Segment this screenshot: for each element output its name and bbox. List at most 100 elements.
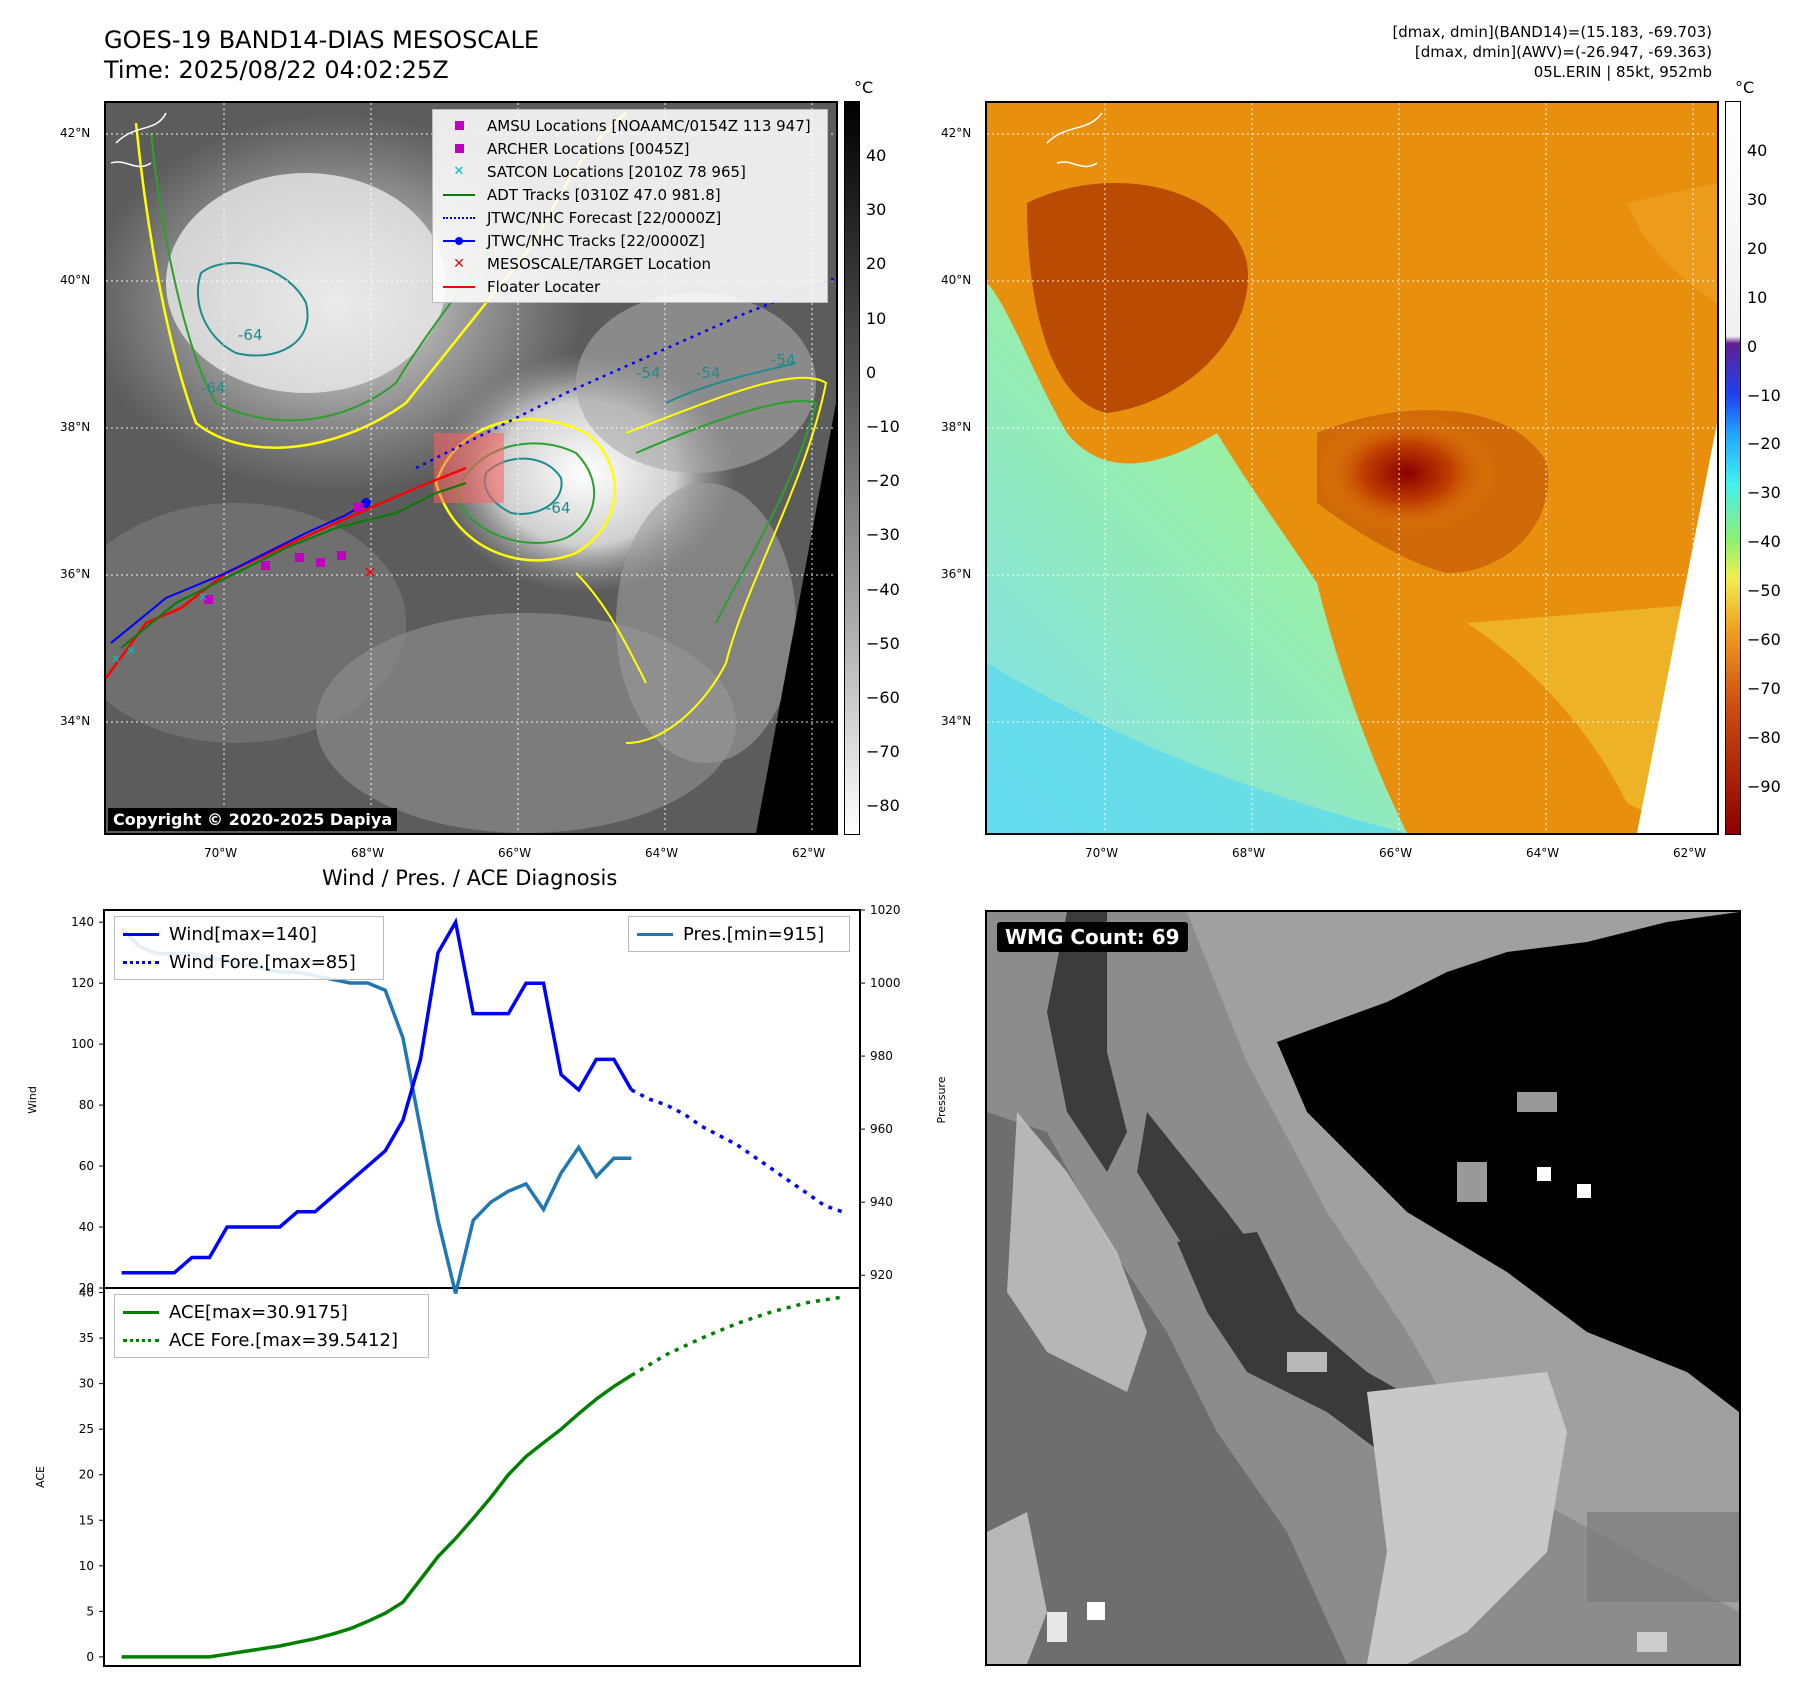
legend-label: MESOSCALE/TARGET Location bbox=[487, 254, 712, 273]
lon-label: 64°W bbox=[645, 846, 679, 860]
line-icon bbox=[121, 1310, 161, 1314]
colorbar-tick: 30 bbox=[1747, 189, 1768, 209]
lon-label: 70°W bbox=[1085, 846, 1119, 860]
ace-tick-label: 20 bbox=[79, 1468, 94, 1482]
wind-tick-label: 140 bbox=[71, 915, 94, 929]
colorbar-tick: −20 bbox=[866, 471, 900, 491]
pressure-tick-label: 960 bbox=[870, 1122, 893, 1136]
colorbar-tick: 20 bbox=[866, 254, 887, 274]
colorbar-tick: −60 bbox=[1747, 630, 1781, 649]
colorbar-tick: 0 bbox=[866, 362, 877, 382]
pressure-legend: Pres.[min=915] bbox=[628, 916, 850, 952]
contour-label: -54 bbox=[771, 351, 796, 369]
jtwc-forecast-track bbox=[415, 276, 836, 470]
colorbar-tick: 10 bbox=[1747, 287, 1768, 307]
svg-text:✕: ✕ bbox=[126, 644, 136, 658]
figure-title-line1: GOES-19 BAND14-DIAS MESOSCALE bbox=[104, 26, 540, 54]
amsu-archer-points bbox=[204, 503, 363, 604]
ace-tick-label: 15 bbox=[79, 1513, 94, 1527]
colorbar-tick: −20 bbox=[1747, 434, 1781, 454]
x-icon: ✕ bbox=[453, 255, 465, 272]
pressure-tick-label: 1000 bbox=[870, 976, 901, 990]
dot-line-icon bbox=[439, 236, 479, 245]
ace-tick-label: 30 bbox=[79, 1377, 94, 1391]
legend-label: ARCHER Locations [0045Z] bbox=[487, 139, 690, 158]
adt-track bbox=[120, 482, 467, 649]
contour-label: -64 bbox=[201, 379, 226, 397]
lon-label: 66°W bbox=[1379, 846, 1413, 860]
lat-label: 42°N bbox=[60, 126, 91, 140]
legend-label: Wind[max=140] bbox=[169, 923, 317, 945]
colorbar-tick: 40 bbox=[866, 146, 887, 165]
contour-label: -54 bbox=[696, 364, 721, 382]
copyright-badge: Copyright © 2020-2025 Dapiya bbox=[108, 808, 398, 831]
colorbar-tick: −80 bbox=[866, 796, 900, 816]
color-map-svg bbox=[987, 103, 1717, 833]
dotted-line-icon bbox=[439, 216, 479, 219]
pressure-axis-label: Pressure bbox=[935, 1076, 948, 1123]
pressure-tick-label: 920 bbox=[870, 1268, 893, 1282]
wmg-panel: WMG Count: 69 bbox=[985, 910, 1741, 1666]
colorbar-tick: −40 bbox=[866, 579, 900, 599]
diagnosis-title: Wind / Pres. / ACE Diagnosis bbox=[322, 866, 618, 890]
wind-legend: Wind[max=140] Wind Fore.[max=85] bbox=[114, 916, 384, 980]
ir-grayscale-map: ✕ ✕ ✕ ✕ -64 -64 -64 -54 -54 -54 AMSU Locat… bbox=[104, 101, 838, 835]
lat-label: 42°N bbox=[941, 126, 972, 140]
line-icon bbox=[439, 285, 479, 288]
target-x-marker: ✕ bbox=[363, 563, 376, 582]
legend-label: JTWC/NHC Tracks [22/0000Z] bbox=[487, 231, 705, 250]
legend-label: Floater Locater bbox=[487, 277, 601, 296]
colorbar-tick: −30 bbox=[1747, 483, 1781, 503]
colorbar-color bbox=[1725, 101, 1741, 835]
colorbar-tick: −10 bbox=[1747, 385, 1781, 405]
no-data-wedge bbox=[756, 403, 836, 833]
svg-text:✕: ✕ bbox=[198, 590, 208, 604]
contour-label: -54 bbox=[636, 364, 661, 382]
wind-line bbox=[121, 917, 633, 1275]
jtwc-track bbox=[110, 502, 367, 644]
colorbar-tick: 40 bbox=[1747, 141, 1768, 160]
lon-label: 70°W bbox=[204, 846, 238, 860]
wind-tick-label: 60 bbox=[79, 1159, 94, 1173]
ace-forecast-line bbox=[630, 1295, 843, 1377]
lat-label: 34°N bbox=[60, 714, 91, 728]
colorbar-tick: −30 bbox=[866, 525, 900, 545]
legend-label: JTWC/NHC Forecast [22/0000Z] bbox=[487, 208, 722, 227]
contour-label: -64 bbox=[546, 499, 571, 517]
wmg-count-badge: WMG Count: 69 bbox=[997, 922, 1188, 952]
wind-tick-label: 100 bbox=[71, 1037, 94, 1051]
legend-label: ADT Tracks [0310Z 47.0 981.8] bbox=[487, 185, 721, 204]
lat-label: 38°N bbox=[60, 420, 91, 434]
lon-label: 66°W bbox=[498, 846, 532, 860]
colorbar-tick: −50 bbox=[866, 633, 900, 653]
info-line3: 05L.ERIN | 85kt, 952mb bbox=[1533, 63, 1712, 81]
legend-label: ACE[max=30.9175] bbox=[169, 1301, 348, 1323]
ir-color-map bbox=[985, 101, 1719, 835]
lat-label: 38°N bbox=[941, 420, 972, 434]
colorbar-gray bbox=[844, 101, 860, 835]
svg-text:✕: ✕ bbox=[111, 652, 121, 666]
floater-box bbox=[434, 433, 504, 503]
ace-legend: ACE[max=30.9175] ACE Fore.[max=39.5412] bbox=[114, 1294, 429, 1358]
colorbar-tick: −40 bbox=[1747, 532, 1781, 552]
colorbar-color-unit: °C bbox=[1735, 78, 1755, 97]
legend-label: Wind Fore.[max=85] bbox=[169, 951, 356, 973]
legend-label: ACE Fore.[max=39.5412] bbox=[169, 1329, 398, 1351]
ace-tick-label: 25 bbox=[79, 1422, 94, 1436]
wind-tick-label: 20 bbox=[79, 1281, 94, 1295]
lat-label: 40°N bbox=[60, 273, 91, 287]
figure-title-line2: Time: 2025/08/22 04:02:25Z bbox=[104, 56, 449, 84]
satcon-points: ✕ ✕ ✕ bbox=[111, 590, 208, 666]
colorbar-tick: −70 bbox=[866, 742, 900, 762]
legend-label: AMSU Locations [NOAAMC/0154Z 113 947] bbox=[487, 116, 811, 135]
cross-icon: ✕ bbox=[453, 164, 465, 179]
pressure-tick-label: 1020 bbox=[870, 903, 901, 917]
colorbar-tick: −50 bbox=[1747, 581, 1781, 601]
legend-label: Pres.[min=915] bbox=[683, 923, 825, 945]
map-gridlines bbox=[987, 103, 1717, 833]
lat-label: 34°N bbox=[941, 714, 972, 728]
colorbar-tick: −90 bbox=[1747, 776, 1781, 796]
lon-label: 68°W bbox=[351, 846, 385, 860]
wind-axis-label: Wind bbox=[26, 1086, 39, 1114]
